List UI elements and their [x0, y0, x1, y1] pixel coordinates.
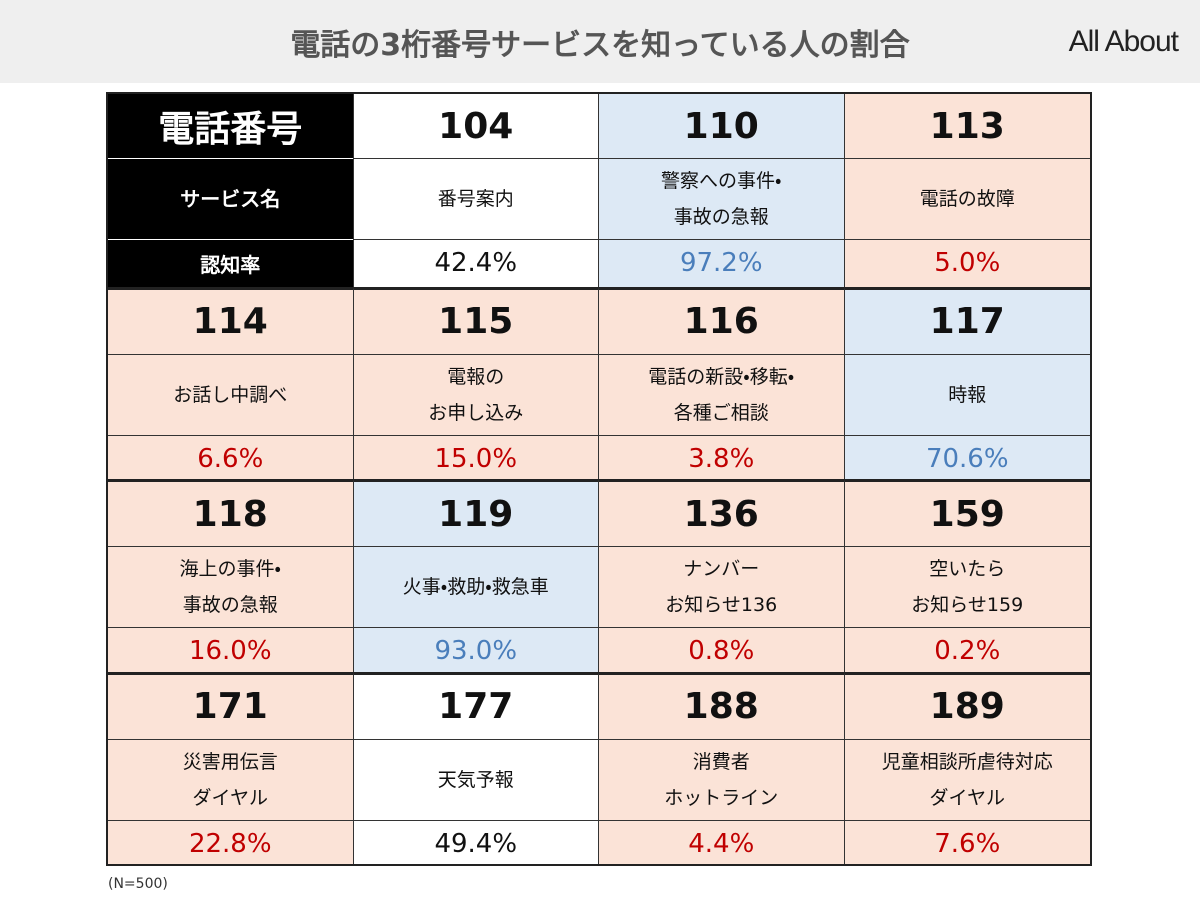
service-line: 時報	[948, 383, 987, 406]
service-line: ダイヤル	[929, 786, 1005, 809]
phone-number: 171	[192, 686, 268, 727]
service-name: 警察への事件・ 事故の急報	[599, 158, 844, 240]
service-line: 電話の新設・移転・	[648, 365, 795, 388]
service-cell: 116 電話の新設・移転・ 各種ご相談 3.8%	[599, 286, 845, 479]
service-line: お知らせ159	[911, 594, 1024, 616]
phone-number: 110	[683, 105, 759, 147]
service-name: 電報の お申し込み	[353, 353, 598, 436]
service-cell: 177 天気予報 49.4%	[353, 671, 599, 864]
service-name: 消費者 ホットライン	[599, 738, 844, 821]
service-cell: 104 番号案内 42.4%	[353, 94, 599, 287]
phone-number: 104	[438, 105, 514, 147]
service-name: 電話の新設・移転・ 各種ご相談	[599, 353, 844, 436]
service-cell: 171 災害用伝言ダイヤル 22.8%	[108, 671, 354, 864]
service-cell: 188 消費者ホットライン 4.4%	[599, 671, 845, 864]
service-name: 電話の故障	[844, 158, 1090, 240]
recognition-rate: 42.4%	[434, 248, 518, 279]
service-line: 空いたら	[929, 558, 1006, 580]
recognition-rate: 97.2%	[679, 248, 763, 279]
phone-number: 136	[683, 493, 759, 535]
phone-number: 189	[929, 686, 1005, 727]
service-name: 時報	[844, 353, 1090, 436]
title: 電話の3桁番号サービスを知っている人の割合	[290, 28, 910, 63]
service-line: 事故の急報	[673, 206, 769, 228]
service-line: 電報の	[447, 365, 505, 388]
service-cell: 113 電話の故障 5.0%	[844, 94, 1090, 287]
phone-number: 119	[438, 493, 514, 535]
service-line: ホットライン	[664, 786, 779, 809]
service-cell: 189 児童相談所虐待対応 ダイヤル 7.6%	[844, 671, 1090, 864]
service-line: 電話の故障	[919, 188, 1015, 210]
recognition-rate: 16.0%	[188, 636, 272, 667]
phone-number: 118	[192, 493, 268, 535]
service-name: 災害用伝言 ダイヤル	[108, 738, 353, 821]
recognition-rate: 5.0%	[934, 248, 1001, 279]
service-line: お知らせ136	[665, 594, 778, 616]
service-name: 番号案内	[353, 158, 598, 240]
service-line: お申し込み	[428, 401, 524, 424]
recognition-rate: 22.8%	[188, 828, 272, 859]
recognition-rate: 4.4%	[688, 828, 755, 859]
phone-number: 116	[683, 301, 759, 342]
service-line: 天気予報	[437, 768, 514, 791]
service-cell: 136 ナンバーお知らせ136 0.8%	[599, 479, 845, 672]
recognition-rate: 49.4%	[434, 828, 518, 859]
phone-number: 117	[929, 301, 1005, 342]
service-cell: 114 お話し中調べ 6.6%	[108, 286, 354, 479]
service-line: 火事・救助・救急車	[402, 576, 549, 598]
service-name: 火事・救助・救急車	[353, 546, 598, 628]
service-name: 天気予報	[353, 738, 598, 821]
service-line: 海上の事件・	[179, 558, 281, 580]
service-cell: 118 海上の事件・ 事故の急報 16.0%	[108, 479, 354, 672]
recognition-rate: 7.6%	[934, 828, 1001, 859]
service-cell: 119 火事・救助・救急車 93.0%	[353, 479, 599, 672]
service-line: 警察への事件・	[661, 170, 782, 192]
phone-number: 177	[438, 686, 514, 727]
service-line: 各種ご相談	[673, 401, 769, 424]
service-cell: 117 時報 70.6%	[844, 286, 1090, 479]
service-line: 児童相談所虐待対応	[881, 750, 1053, 773]
service-line: 番号案内	[437, 188, 514, 210]
service-cell: 115 電報のお申し込み 15.0%	[353, 286, 599, 479]
phone-number: 115	[438, 301, 514, 342]
footnote: (N=500)	[108, 876, 168, 892]
phone-number: 188	[683, 686, 759, 727]
service-name: 空いたらお知らせ159	[844, 546, 1090, 628]
service-name: 海上の事件・ 事故の急報	[108, 546, 353, 628]
header-cell: 電話番号サービス名認知率	[108, 94, 354, 287]
phone-number: 114	[192, 301, 268, 342]
recognition-rate: 70.6%	[925, 443, 1009, 474]
recognition-rate: 3.8%	[688, 443, 755, 474]
recognition-rate: 6.6%	[197, 443, 264, 474]
rate-label: 認知率	[200, 252, 261, 277]
service-line: お話し中調べ	[173, 383, 288, 406]
logo: All About	[1068, 25, 1179, 58]
header-bar: 電話の3桁番号サービスを知っている人の割合 All About	[0, 0, 1200, 83]
recognition-rate: 0.8%	[688, 636, 755, 667]
service-line: 消費者	[692, 750, 750, 773]
service-line: 災害用伝言	[182, 750, 278, 773]
service-name: お話し中調べ	[108, 353, 353, 436]
service-label: サービス名	[108, 158, 353, 240]
recognition-rate: 15.0%	[434, 443, 518, 474]
service-line: 事故の急報	[182, 594, 278, 616]
service-name: ナンバーお知らせ136	[599, 546, 844, 628]
service-line: ダイヤル	[192, 786, 268, 809]
recognition-rate: 0.2%	[934, 636, 1001, 667]
recognition-rate: 93.0%	[434, 636, 518, 667]
service-cell: 159 空いたらお知らせ159 0.2%	[844, 479, 1090, 672]
phone-number: 159	[929, 493, 1005, 535]
number-label: 電話番号	[158, 109, 303, 150]
service-cell: 110 警察への事件・ 事故の急報 97.2%	[599, 94, 845, 287]
service-line: ナンバー	[683, 558, 760, 580]
phone-number: 113	[929, 105, 1005, 147]
table: 電話番号 サービス名 認知率 104 番号案内 42.4% 110 警察への事件・ 事故の急報 9…	[106, 92, 1092, 866]
service-name: 児童相談所虐待対応 ダイヤル	[844, 738, 1090, 821]
